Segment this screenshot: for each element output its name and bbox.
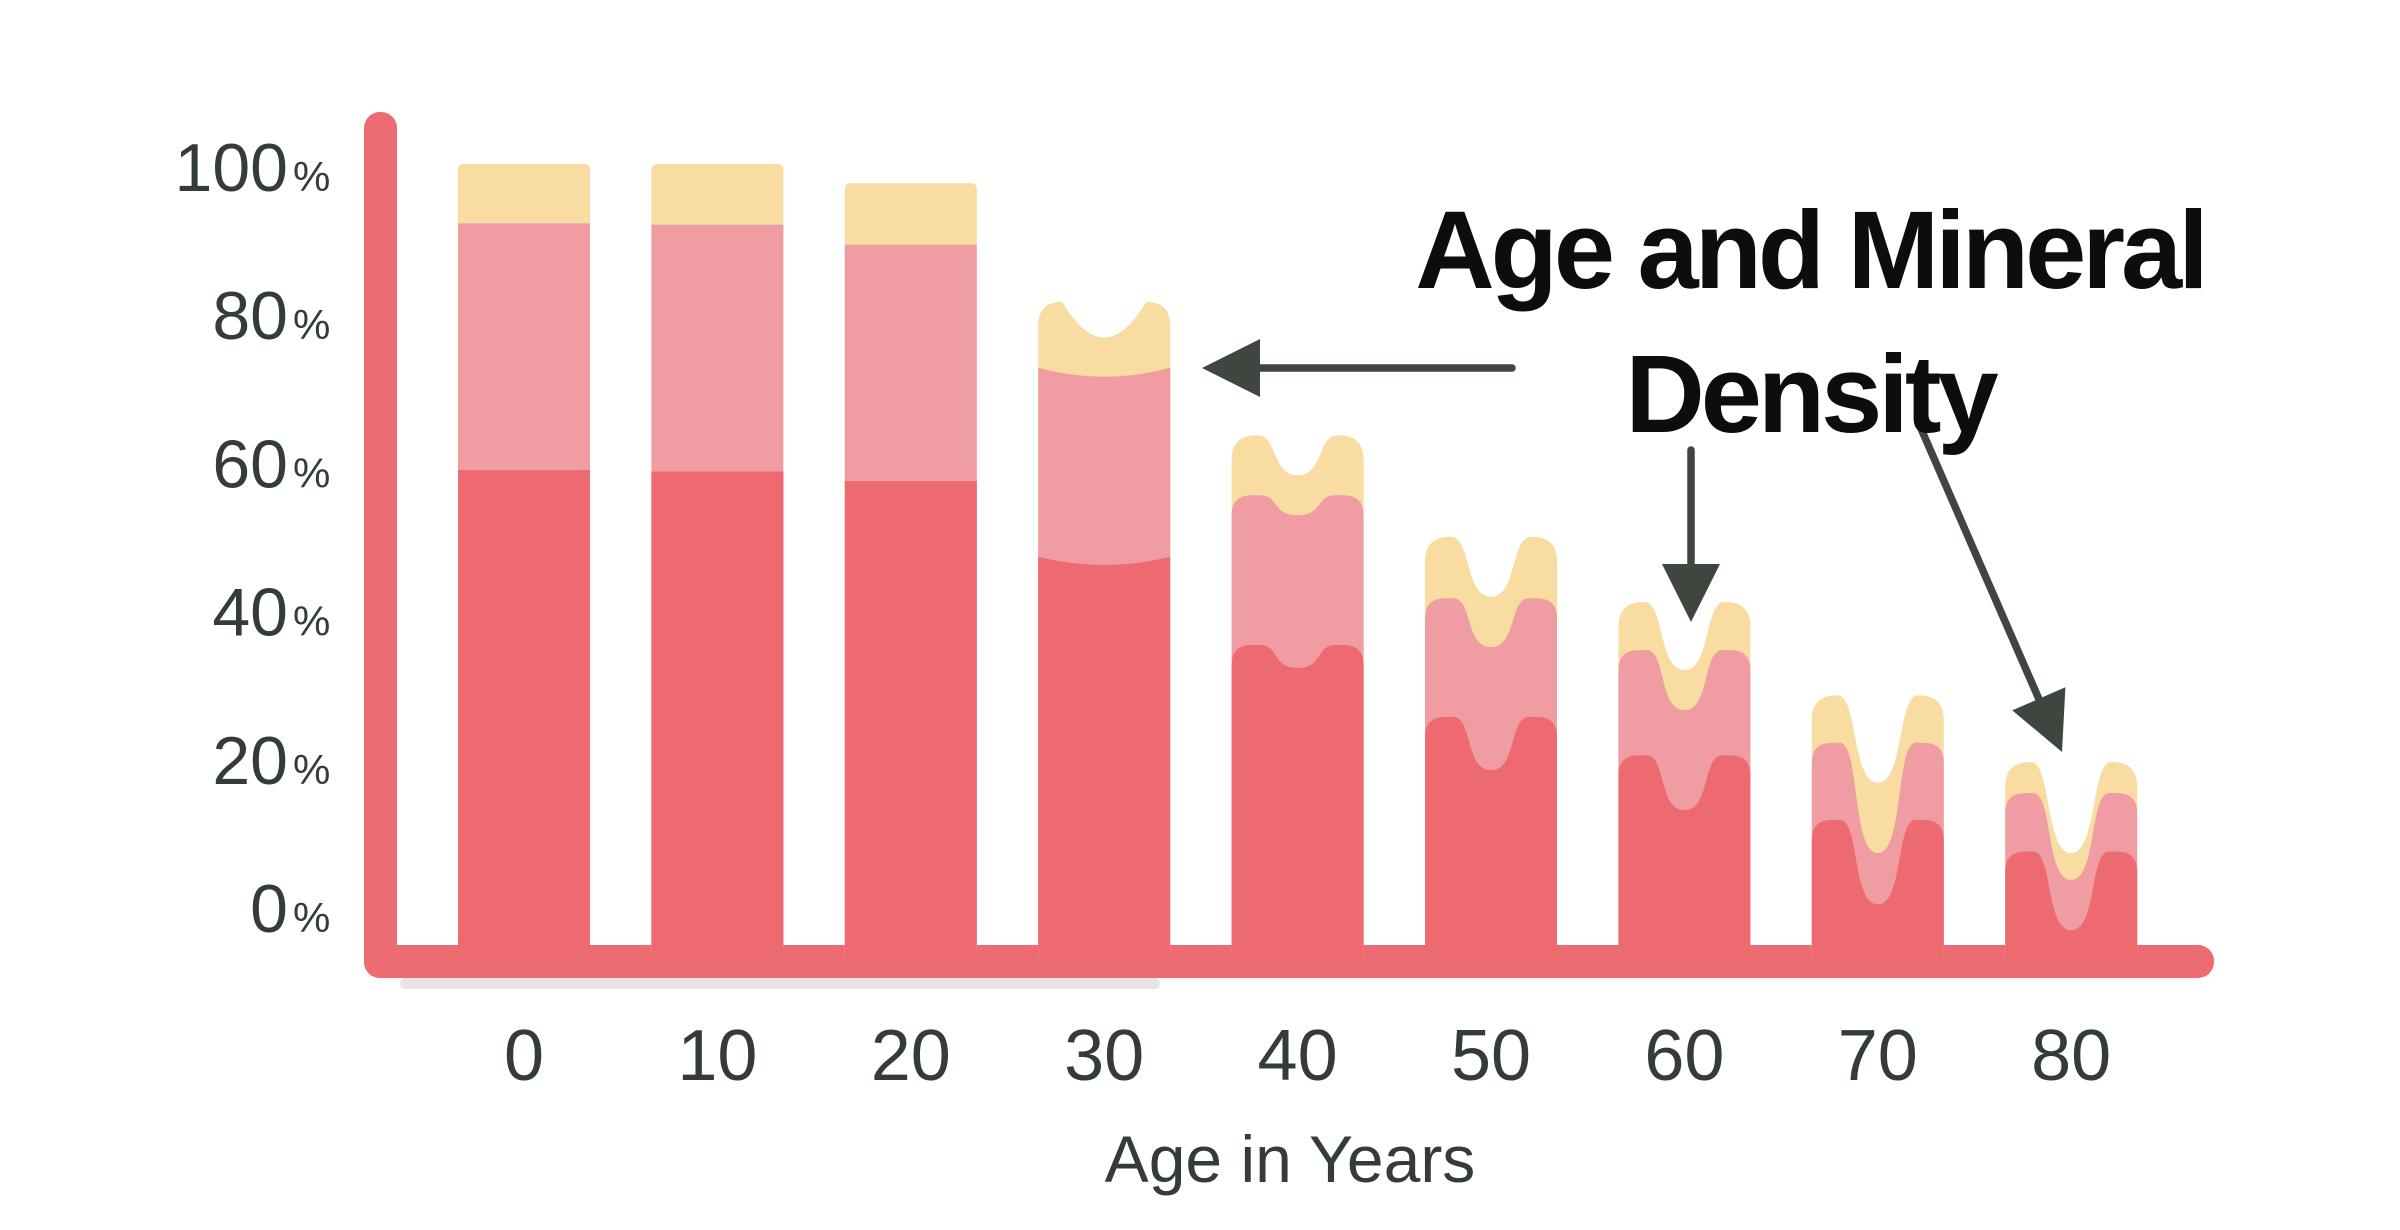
- x-tick-label-40: 40: [1258, 1016, 1338, 1096]
- x-axis-title: Age in Years: [1105, 1122, 1476, 1196]
- bar-age-30-inner-dense-layer: [1038, 556, 1171, 958]
- y-tick-unit-0: %: [293, 894, 330, 941]
- arrow-to-age-80-shaft: [1915, 420, 2045, 707]
- bar-age-40-inner-dense-layer: [1231, 644, 1364, 958]
- x-tick-label-50: 50: [1451, 1016, 1531, 1096]
- arrow-to-age-80-head-icon: [2012, 687, 2066, 752]
- y-tick-unit-100: %: [293, 153, 330, 200]
- bars-group: [458, 164, 2138, 959]
- axes-group: [364, 112, 2214, 989]
- y-tick-label-20: 20: [212, 723, 288, 799]
- y-tick-unit-80: %: [293, 301, 330, 348]
- x-tick-label-70: 70: [1838, 1016, 1918, 1096]
- bar-age-20: [844, 183, 977, 958]
- annotation-arrows: [1202, 339, 2066, 752]
- y-tick-label-100: 100: [175, 130, 288, 206]
- bar-age-10-inner-dense-layer: [651, 471, 784, 958]
- y-tick-label-80: 80: [212, 278, 288, 354]
- y-tick-label-40: 40: [212, 575, 288, 651]
- x-axis-tick-labels: 0 10 20 30 40 50 60 70 80: [504, 1016, 2111, 1096]
- x-axis-bar: [364, 945, 2214, 978]
- x-tick-label-10: 10: [677, 1016, 757, 1096]
- arrow-to-age-30-head-icon: [1202, 339, 1260, 397]
- y-tick-label-0: 0: [250, 871, 288, 947]
- x-tick-label-80: 80: [2031, 1016, 2111, 1096]
- bar-age-70-inner-dense-layer: [1811, 819, 1944, 958]
- x-tick-label-30: 30: [1064, 1016, 1144, 1096]
- bar-age-50-inner-dense-layer: [1425, 716, 1557, 958]
- bar-age-40: [1231, 435, 1364, 958]
- bar-age-80-inner-dense-layer: [2005, 851, 2138, 958]
- arrow-to-age-80: [1915, 420, 2066, 752]
- arrow-to-age-60-head-icon: [1662, 564, 1720, 622]
- chart-title-line-2: Density: [1625, 333, 1998, 456]
- x-tick-label-0: 0: [504, 1016, 544, 1096]
- x-tick-label-60: 60: [1644, 1016, 1724, 1096]
- y-tick-unit-20: %: [293, 746, 330, 793]
- bar-age-0: [458, 164, 590, 959]
- bar-age-10: [651, 164, 784, 959]
- bar-age-60: [1618, 601, 1751, 958]
- y-tick-unit-60: %: [293, 449, 330, 496]
- bar-age-30: [1038, 301, 1171, 958]
- bar-age-20-inner-dense-layer: [844, 481, 977, 958]
- x-tick-label-20: 20: [871, 1016, 951, 1096]
- bar-age-80: [2005, 762, 2138, 958]
- arrow-to-age-60: [1662, 446, 1720, 622]
- y-axis-bar: [364, 112, 397, 978]
- bar-age-0-inner-dense-layer: [458, 470, 590, 958]
- y-axis-tick-labels: 100 %80 %60 %40 %20 %0%: [175, 130, 331, 947]
- chart-title-line-1: Age and Mineral: [1415, 189, 2205, 312]
- bar-age-60-inner-dense-layer: [1618, 755, 1751, 958]
- bar-age-50: [1425, 536, 1557, 958]
- y-tick-unit-40: %: [293, 598, 330, 645]
- bar-age-70: [1811, 695, 1944, 958]
- baseline-shadow: [400, 978, 1160, 989]
- arrow-to-age-30: [1202, 339, 1516, 397]
- y-tick-label-60: 60: [212, 426, 288, 502]
